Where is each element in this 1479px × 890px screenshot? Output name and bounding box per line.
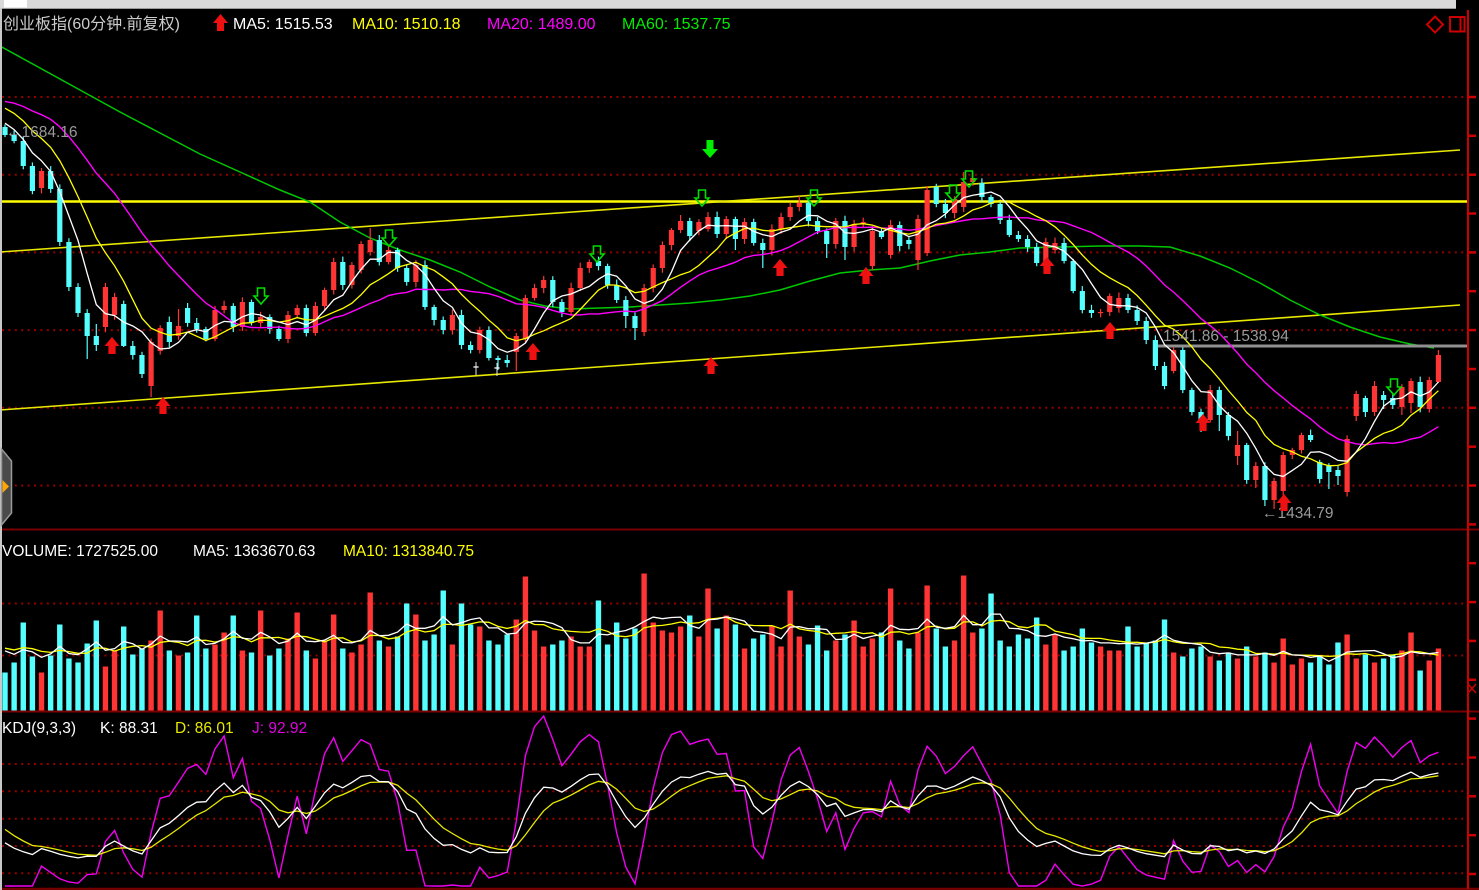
svg-text:VOLUME: 1727525.00: VOLUME: 1727525.00	[2, 543, 158, 560]
svg-text:MA10: 1313840.75: MA10: 1313840.75	[343, 543, 474, 560]
svg-text:K: 88.31: K: 88.31	[100, 720, 158, 737]
svg-text:1541.86 - 1538.94: 1541.86 - 1538.94	[1163, 328, 1289, 345]
svg-text:MA60: 1537.75: MA60: 1537.75	[622, 16, 731, 33]
svg-text:创业板指(60分钟.前复权): 创业板指(60分钟.前复权)	[3, 15, 180, 33]
svg-text:KDJ(9,3,3): KDJ(9,3,3)	[2, 720, 76, 737]
svg-text:D: 86.01: D: 86.01	[175, 720, 234, 737]
svg-text:←1434.79: ←1434.79	[1262, 505, 1334, 522]
svg-text:←1684.16: ←1684.16	[6, 124, 78, 141]
svg-text:J: 92.92: J: 92.92	[252, 720, 307, 737]
svg-text:MA10: 1510.18: MA10: 1510.18	[352, 16, 461, 33]
svg-text:MA5: 1363670.63: MA5: 1363670.63	[193, 543, 315, 560]
svg-text:MA5: 1515.53: MA5: 1515.53	[233, 16, 333, 33]
svg-text:MA20: 1489.00: MA20: 1489.00	[487, 16, 596, 33]
